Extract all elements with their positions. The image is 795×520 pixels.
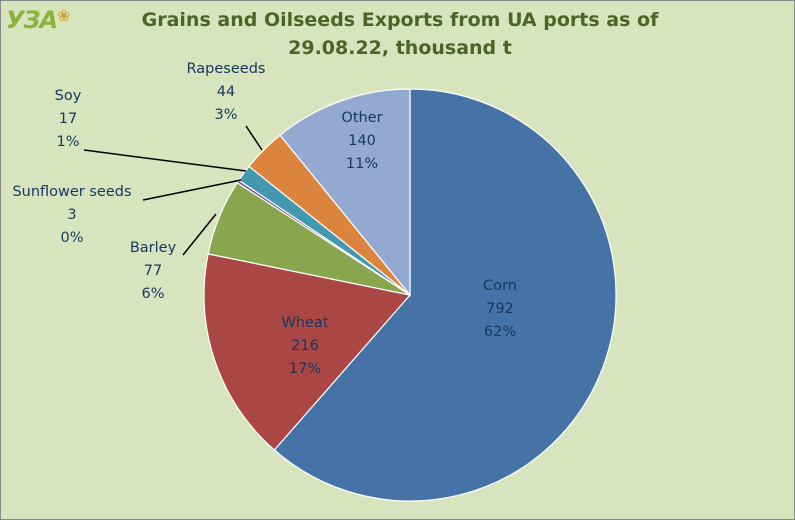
data-label-rapeseeds: Rapeseeds — [187, 61, 266, 77]
chart-title: Grains and Oilseeds Exports from UA port… — [120, 6, 680, 62]
data-value-wheat: 216 — [291, 338, 319, 354]
chart-title-line-2: 29.08.22, thousand t — [288, 37, 512, 59]
data-label-corn: Corn — [483, 278, 517, 294]
data-label-wheat: Wheat — [281, 315, 328, 331]
data-percent-corn: 62% — [484, 324, 516, 340]
leader-line-barley — [182, 213, 217, 256]
logo-text: УЗА — [6, 6, 58, 34]
pie-slice-wheat — [203, 253, 412, 451]
data-percent-other: 11% — [346, 156, 378, 172]
data-value-corn: 792 — [486, 301, 514, 317]
data-value-soy: 17 — [59, 111, 77, 127]
data-value-sunflower-seeds: 3 — [67, 207, 76, 223]
leaf-icon: ❀ — [57, 6, 70, 25]
data-value-barley: 77 — [144, 263, 162, 279]
data-label-other: Other — [341, 110, 382, 126]
data-value-other: 140 — [348, 133, 376, 149]
data-label-sunflower-seeds: Sunflower seeds — [12, 184, 131, 200]
leader-line-rapeseeds — [245, 125, 263, 151]
leader-line-sunflower-seeds — [142, 179, 242, 201]
logo: УЗА❀ — [6, 6, 71, 34]
data-percent-sunflower-seeds: 0% — [60, 230, 83, 246]
pie-slice-other — [279, 88, 411, 297]
data-percent-rapeseeds: 3% — [214, 107, 237, 123]
chart-title-line-1: Grains and Oilseeds Exports from UA port… — [141, 9, 659, 31]
data-percent-barley: 6% — [141, 286, 164, 302]
data-percent-soy: 1% — [56, 134, 79, 150]
leader-line-soy — [83, 149, 247, 172]
pie-slice-corn — [273, 88, 617, 502]
data-label-soy: Soy — [55, 88, 82, 104]
data-value-rapeseeds: 44 — [217, 84, 235, 100]
data-label-barley: Barley — [130, 240, 177, 256]
data-percent-wheat: 17% — [289, 361, 321, 377]
